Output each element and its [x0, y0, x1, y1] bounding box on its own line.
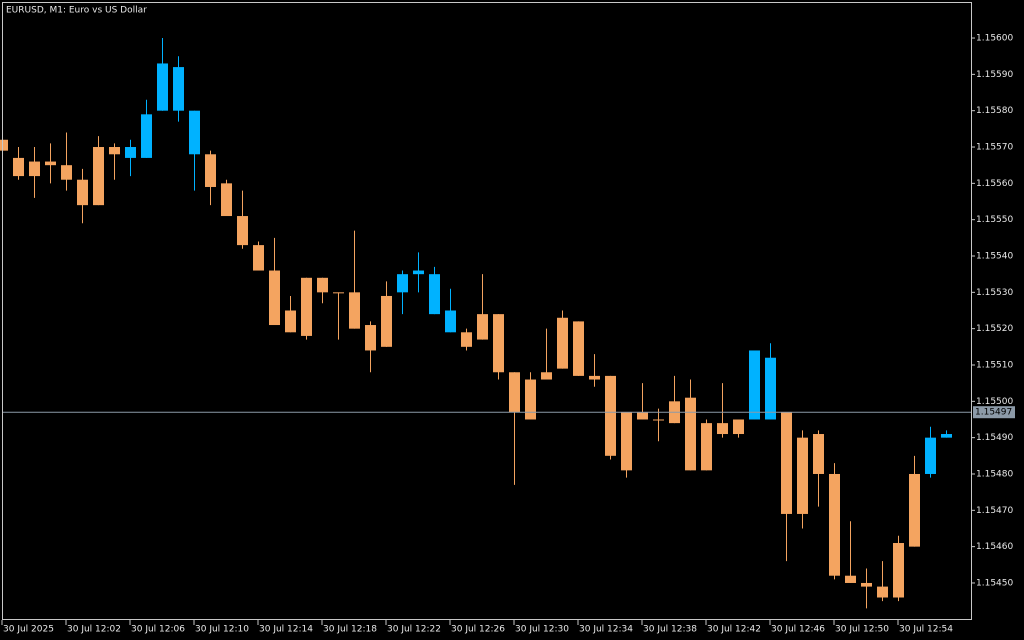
y-tick-label: 1.15510: [976, 360, 1013, 370]
x-tick-label: 30 Jul 12:54: [899, 625, 953, 635]
x-tick-label: 30 Jul 12:46: [771, 625, 825, 635]
candle-body: [877, 586, 888, 598]
candle-body: [333, 292, 344, 294]
candle-body: [397, 274, 408, 293]
candle-body: [301, 277, 312, 336]
y-tick-label: 1.15560: [976, 179, 1013, 189]
y-tick-label: 1.15480: [976, 469, 1013, 479]
x-tick-label: 30 Jul 12:34: [579, 625, 633, 635]
candle-body: [477, 314, 488, 340]
candle-body: [685, 397, 696, 471]
candle-body: [861, 582, 872, 587]
price-label-box: [973, 406, 1015, 419]
y-tick-label: 1.15530: [976, 288, 1013, 298]
candle-body: [0, 139, 8, 151]
candle-body: [909, 473, 920, 547]
candle-body: [349, 292, 360, 329]
x-tick-label: 30 Jul 12:26: [451, 625, 505, 635]
x-tick-label: 30 Jul 12:38: [643, 625, 697, 635]
candle-body: [269, 270, 280, 326]
x-tick-label: 30 Jul 12:30: [515, 625, 569, 635]
chart-title: EURUSD, M1: Euro vs US Dollar: [6, 6, 147, 16]
candle-body: [93, 147, 104, 206]
plot-area: [0, 38, 952, 609]
candle-body: [125, 147, 136, 158]
x-tick-label: 30 Jul 12:14: [259, 625, 313, 635]
x-tick-label: 30 Jul 12:06: [131, 625, 185, 635]
candle-body: [205, 154, 216, 187]
candle-body: [77, 179, 88, 206]
candle-body: [381, 295, 392, 347]
y-tick-label: 1.15590: [976, 70, 1013, 80]
candle-body: [941, 434, 952, 438]
x-tick-label: 30 Jul 12:22: [387, 625, 441, 635]
candle-body: [797, 437, 808, 514]
candle-body: [61, 165, 72, 180]
y-tick-label: 1.15500: [976, 397, 1013, 407]
candle-body: [253, 245, 264, 271]
x-tick-label: 30 Jul 2025: [3, 625, 54, 635]
candle-body: [13, 157, 24, 177]
y-tick-label: 1.15580: [976, 106, 1013, 116]
candle-body: [173, 67, 184, 111]
y-tick-label: 1.15540: [976, 252, 1013, 262]
x-tick-label: 30 Jul 12:02: [67, 625, 121, 635]
y-tick-label: 1.15600: [976, 34, 1013, 44]
candle-body: [285, 310, 296, 333]
candle-body: [445, 310, 456, 333]
candle-body: [813, 434, 824, 474]
candle-body: [781, 412, 792, 514]
candle-body: [141, 114, 152, 158]
candle-body: [589, 375, 600, 380]
candle-body: [557, 317, 568, 369]
candle-body: [701, 423, 712, 471]
y-tick-label: 1.15570: [976, 143, 1013, 153]
candle-body: [621, 412, 632, 471]
candle-body: [413, 270, 424, 275]
y-tick-label: 1.15470: [976, 506, 1013, 516]
candle-body: [765, 357, 776, 420]
candle-body: [637, 412, 648, 420]
candle-body: [109, 147, 120, 155]
candle-body: [493, 314, 504, 373]
y-tick-label: 1.15520: [976, 324, 1013, 334]
plot-frame: [2, 2, 972, 620]
candle-body: [461, 332, 472, 347]
candle-body: [189, 110, 200, 155]
candle-body: [525, 379, 536, 420]
candle-body: [157, 63, 168, 111]
x-tick-label: 30 Jul 12:10: [195, 625, 249, 635]
y-tick-label: 1.15450: [976, 578, 1013, 588]
candle-body: [845, 575, 856, 583]
y-tick-label: 1.15490: [976, 433, 1013, 443]
candle-body: [925, 437, 936, 474]
candle-body: [29, 161, 40, 177]
y-tick-label: 1.15460: [976, 542, 1013, 552]
candle-body: [429, 274, 440, 315]
candle-body: [541, 372, 552, 380]
candle-body: [653, 419, 664, 421]
candle-body: [317, 277, 328, 293]
candle-body: [509, 372, 520, 413]
candle-body: [749, 350, 760, 420]
x-tick-label: 30 Jul 12:50: [835, 625, 889, 635]
candle-body: [45, 161, 56, 166]
candle-body: [221, 183, 232, 217]
candle-body: [365, 325, 376, 351]
candle-body: [893, 543, 904, 598]
candle-body: [733, 419, 744, 435]
x-tick-label: 30 Jul 12:42: [707, 625, 761, 635]
candle-body: [237, 216, 248, 246]
x-tick-label: 30 Jul 12:18: [323, 625, 377, 635]
candle-body: [829, 473, 840, 576]
y-tick-label: 1.15550: [976, 215, 1013, 225]
candle-body: [605, 375, 616, 456]
candle-body: [717, 423, 728, 435]
candle-body: [573, 321, 584, 376]
price-label: 1.15497: [975, 408, 1012, 418]
